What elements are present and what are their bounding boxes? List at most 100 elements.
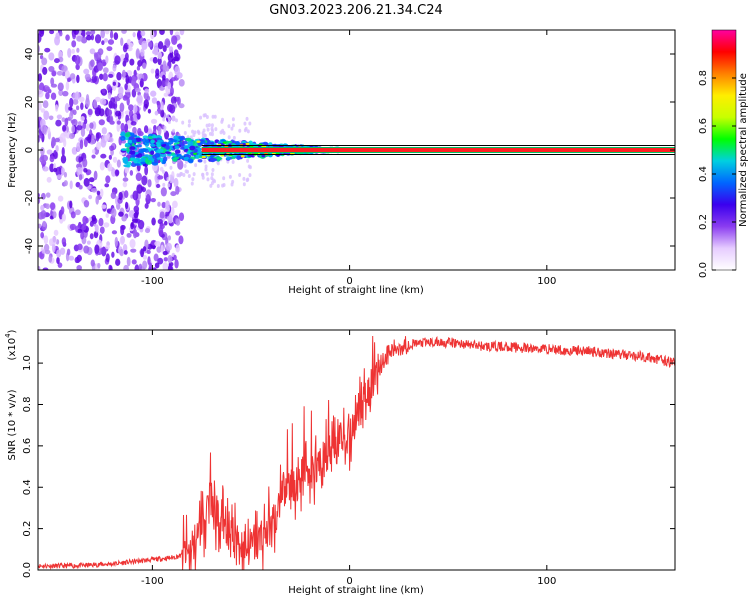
spectrogram-noise-blob [38, 265, 41, 270]
spectrogram-noise-blob [84, 73, 91, 81]
spectrogram-noise-blob [101, 40, 105, 46]
spectrogram-noise-blob [191, 177, 195, 182]
spectrogram-noise-blob [142, 260, 148, 270]
spectrogram-signal-blob [179, 155, 184, 160]
spectrogram-signal-blob [183, 140, 188, 145]
spectrogram-ytick-label: -40 [24, 238, 35, 254]
spectrogram-noise-blob [67, 47, 72, 58]
spectrogram-noise-blob [175, 244, 180, 253]
spectrogram-noise-blob [108, 73, 114, 78]
spectrogram-noise-blob [99, 188, 104, 198]
spectrogram-noise-blob [73, 30, 80, 36]
spectrogram-noise-blob [124, 83, 128, 91]
spectrogram-noise-blob [219, 130, 223, 135]
spectrogram-noise-blob [146, 249, 151, 254]
spectrogram-noise-blob [123, 250, 128, 255]
spectrogram-noise-blob [162, 250, 168, 256]
spectrogram-noise-blob [54, 137, 60, 143]
spectrogram-noise-blob [111, 230, 118, 235]
spectrogram-signal-blob [119, 133, 127, 137]
spectrogram-noise-blob [96, 132, 102, 139]
spectrogram-noise-blob [106, 133, 111, 139]
spectrogram-noise-blob [179, 30, 185, 36]
spectrogram-panel: -100 0 100 -40 -20 0 20 40 Height of straight l… [7, 29, 676, 296]
spectrogram-noise-blob [68, 255, 75, 261]
spectrogram-noise-blob [122, 177, 129, 182]
spectrogram-noise-blob [167, 235, 171, 241]
spectrogram-noise-blob [51, 70, 57, 77]
spectrogram-noise-blob [204, 164, 208, 169]
spectrogram-signal-blob [177, 136, 183, 140]
spectrogram-signal-blob [180, 146, 185, 150]
spectrogram-noise-blob [62, 90, 69, 97]
spectrogram-noise-blob [63, 180, 68, 187]
spectrogram-noise-blob [133, 205, 140, 213]
spectrogram-noise-blob [175, 230, 181, 236]
spectrogram-noise-blob [110, 97, 116, 104]
spectrogram-noise-blob [115, 258, 121, 266]
spectrogram-noise-blob [100, 153, 107, 159]
spectrogram-signal-blob [120, 135, 126, 141]
spectrogram-noise-blob [87, 108, 93, 116]
spectrogram-noise-blob [120, 37, 124, 46]
spectrogram-noise-blob [136, 184, 143, 194]
spectrogram-signal-blob [171, 154, 177, 157]
spectrogram-noise-blob [206, 177, 210, 182]
spectrogram-noise-blob [154, 240, 161, 247]
spectrogram-noise-blob [56, 249, 62, 258]
spectrogram-noise-blob [131, 78, 137, 86]
spectrogram-signal-blob [165, 151, 171, 154]
spectrogram-noise-blob [130, 222, 134, 230]
spectrogram-noise-blob [151, 217, 156, 226]
spectrogram-noise-blob [109, 137, 114, 143]
spectrogram-noise-blob [116, 72, 122, 81]
colorbar-tick-label: 0.8 [698, 70, 709, 86]
spectrogram-noise-blob [99, 73, 104, 80]
spectrogram-noise-blob [77, 228, 83, 234]
spectrogram-signal-blob [210, 158, 218, 162]
spectrogram-noise-blob [143, 125, 149, 134]
spectrogram-noise-blob [50, 92, 57, 100]
spectrogram-noise-blob [119, 102, 125, 112]
snr-series-line [38, 335, 675, 570]
colorbar-tick-label: 0.4 [698, 166, 709, 182]
spectrogram-noise-blob [105, 253, 110, 263]
snr-axes: -100 0 100 0.0 0.2 0.4 0.6 0.8 1.0 [22, 330, 675, 587]
snr-xtick-label: 100 [537, 576, 556, 587]
spectrogram-signal-blob [132, 138, 137, 144]
spectrogram-noise-blob [214, 127, 218, 132]
spectrogram-noise-blob [83, 168, 88, 173]
snr-ytick-label: 0.0 [22, 562, 33, 578]
spectrogram-noise-blob [162, 261, 169, 270]
spectrogram-noise-blob [114, 169, 120, 176]
snr-ytick-label: 1.0 [22, 355, 33, 371]
spectrogram-noise-blob [243, 121, 247, 126]
spectrogram-noise-blob [118, 86, 124, 96]
spectrogram-signal-blob [129, 146, 136, 151]
spectrogram-noise-blob [122, 95, 128, 101]
spectrogram-noise-blob [150, 198, 156, 203]
spectrogram-noise-blob [180, 171, 184, 176]
spectrogram-noise-blob [104, 183, 110, 188]
spectrogram-noise-blob [69, 133, 75, 140]
spectrogram-noise-blob [45, 203, 50, 210]
spectrogram-noise-blob [51, 136, 56, 147]
spectrogram-noise-blob [42, 100, 49, 109]
spectrogram-noise-blob [71, 146, 78, 155]
spectrogram-noise-blob [38, 133, 43, 139]
spectrogram-noise-blob [167, 254, 173, 264]
spectrogram-noise-blob [101, 61, 107, 66]
spectrogram-noise-blob [105, 244, 110, 250]
spectrogram-noise-blob [173, 177, 179, 188]
spectrogram-noise-blob [142, 246, 147, 252]
spectrogram-noise-blob [68, 106, 73, 111]
spectrogram-noise-blob [129, 58, 135, 66]
spectrogram-noise-blob [88, 194, 93, 200]
spectrogram-noise-blob [190, 181, 194, 186]
spectrogram-noise-blob [94, 224, 99, 233]
spectrogram-noise-blob [231, 123, 235, 128]
spectrogram-signal-blob [261, 154, 266, 158]
spectrogram-noise-blob [118, 94, 123, 99]
spectrogram-noise-blob [45, 86, 51, 91]
spectrogram-noise-blob [102, 67, 109, 74]
